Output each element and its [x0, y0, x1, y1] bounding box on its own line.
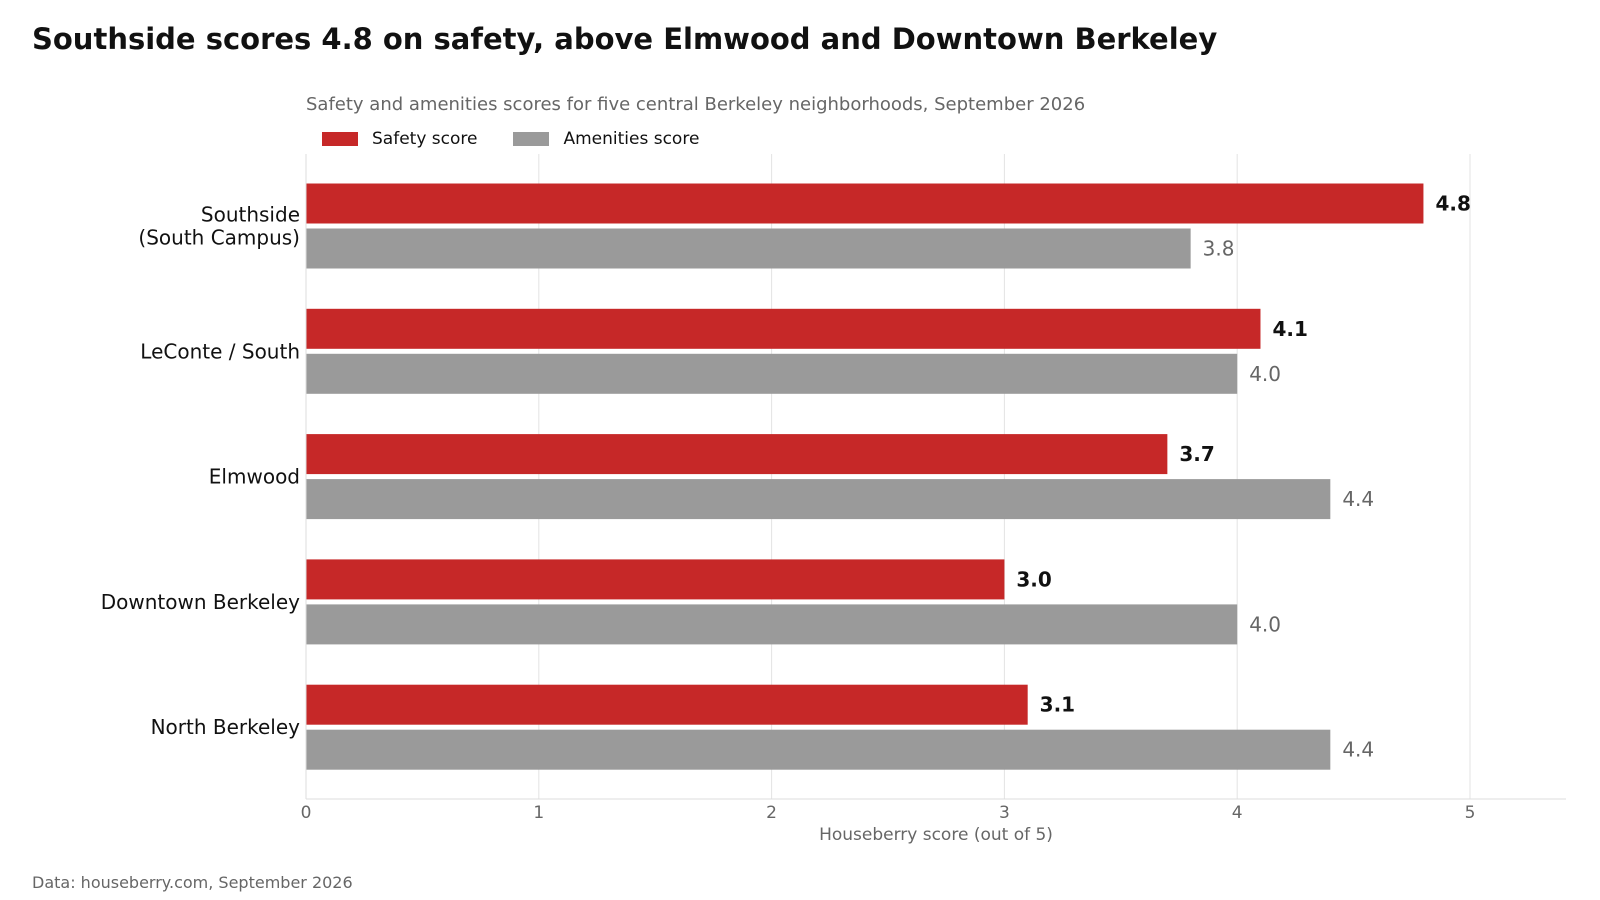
category-label-north-berkeley: North Berkeley: [151, 715, 301, 739]
category-label-southside-south-campus-line-1: Southside: [201, 203, 300, 227]
bar-amenities-score-leconte-south: [306, 353, 1238, 394]
legend: Safety score Amenities score: [322, 129, 735, 149]
x-tick-label-4: 4: [1232, 803, 1243, 823]
data-label-safety-score-leconte-south: 4.1: [1272, 317, 1307, 341]
category-label-southside-south-campus-line-2: (South Campus): [138, 226, 300, 250]
legend-label-amenities: Amenities score: [563, 129, 700, 149]
bar-amenities-score-north-berkeley: [306, 729, 1331, 770]
x-axis-label: Houseberry score (out of 5): [819, 825, 1053, 845]
bar-safety-score-southside-south-campus: [306, 183, 1424, 224]
bar-amenities-score-downtown-berkeley: [306, 604, 1238, 645]
category-label-downtown-berkeley: Downtown Berkeley: [101, 590, 300, 614]
data-label-amenities-score-leconte-south: 4.0: [1249, 362, 1281, 386]
bar-safety-score-downtown-berkeley: [306, 559, 1005, 600]
category-label-elmwood: Elmwood: [209, 465, 300, 489]
bar-safety-score-north-berkeley: [306, 684, 1028, 725]
x-tick-label-2: 2: [766, 803, 777, 823]
source-note: Data: houseberry.com, September 2026: [32, 873, 353, 892]
data-label-safety-score-southside-south-campus: 4.8: [1435, 192, 1470, 216]
bar-safety-score-elmwood: [306, 434, 1168, 475]
bar-amenities-score-elmwood: [306, 479, 1331, 520]
data-label-amenities-score-downtown-berkeley: 4.0: [1249, 612, 1281, 636]
category-label-leconte-south: LeConte / South: [140, 339, 300, 363]
bar-amenities-score-southside-south-campus: [306, 228, 1191, 269]
data-label-amenities-score-north-berkeley: 4.4: [1342, 738, 1374, 762]
data-label-amenities-score-elmwood: 4.4: [1342, 487, 1374, 511]
data-label-safety-score-downtown-berkeley: 3.0: [1016, 567, 1051, 591]
legend-entry-amenities: Amenities score: [513, 129, 699, 149]
chart-subtitle: Safety and amenities scores for five cen…: [306, 94, 1086, 115]
bar-safety-score-leconte-south: [306, 308, 1261, 349]
x-tick-label-0: 0: [301, 803, 312, 823]
x-tick-label-1: 1: [533, 803, 544, 823]
legend-entry-safety: Safety score: [322, 129, 477, 149]
chart-title: Southside scores 4.8 on safety, above El…: [32, 22, 1218, 56]
legend-label-safety: Safety score: [372, 129, 478, 149]
legend-swatch-safety: [322, 132, 358, 146]
data-label-safety-score-elmwood: 3.7: [1179, 442, 1214, 466]
data-label-amenities-score-southside-south-campus: 3.8: [1203, 237, 1235, 261]
x-tick-label-5: 5: [1465, 803, 1476, 823]
legend-swatch-amenities: [513, 132, 550, 146]
x-tick-label-3: 3: [999, 803, 1010, 823]
data-label-safety-score-north-berkeley: 3.1: [1040, 693, 1075, 717]
